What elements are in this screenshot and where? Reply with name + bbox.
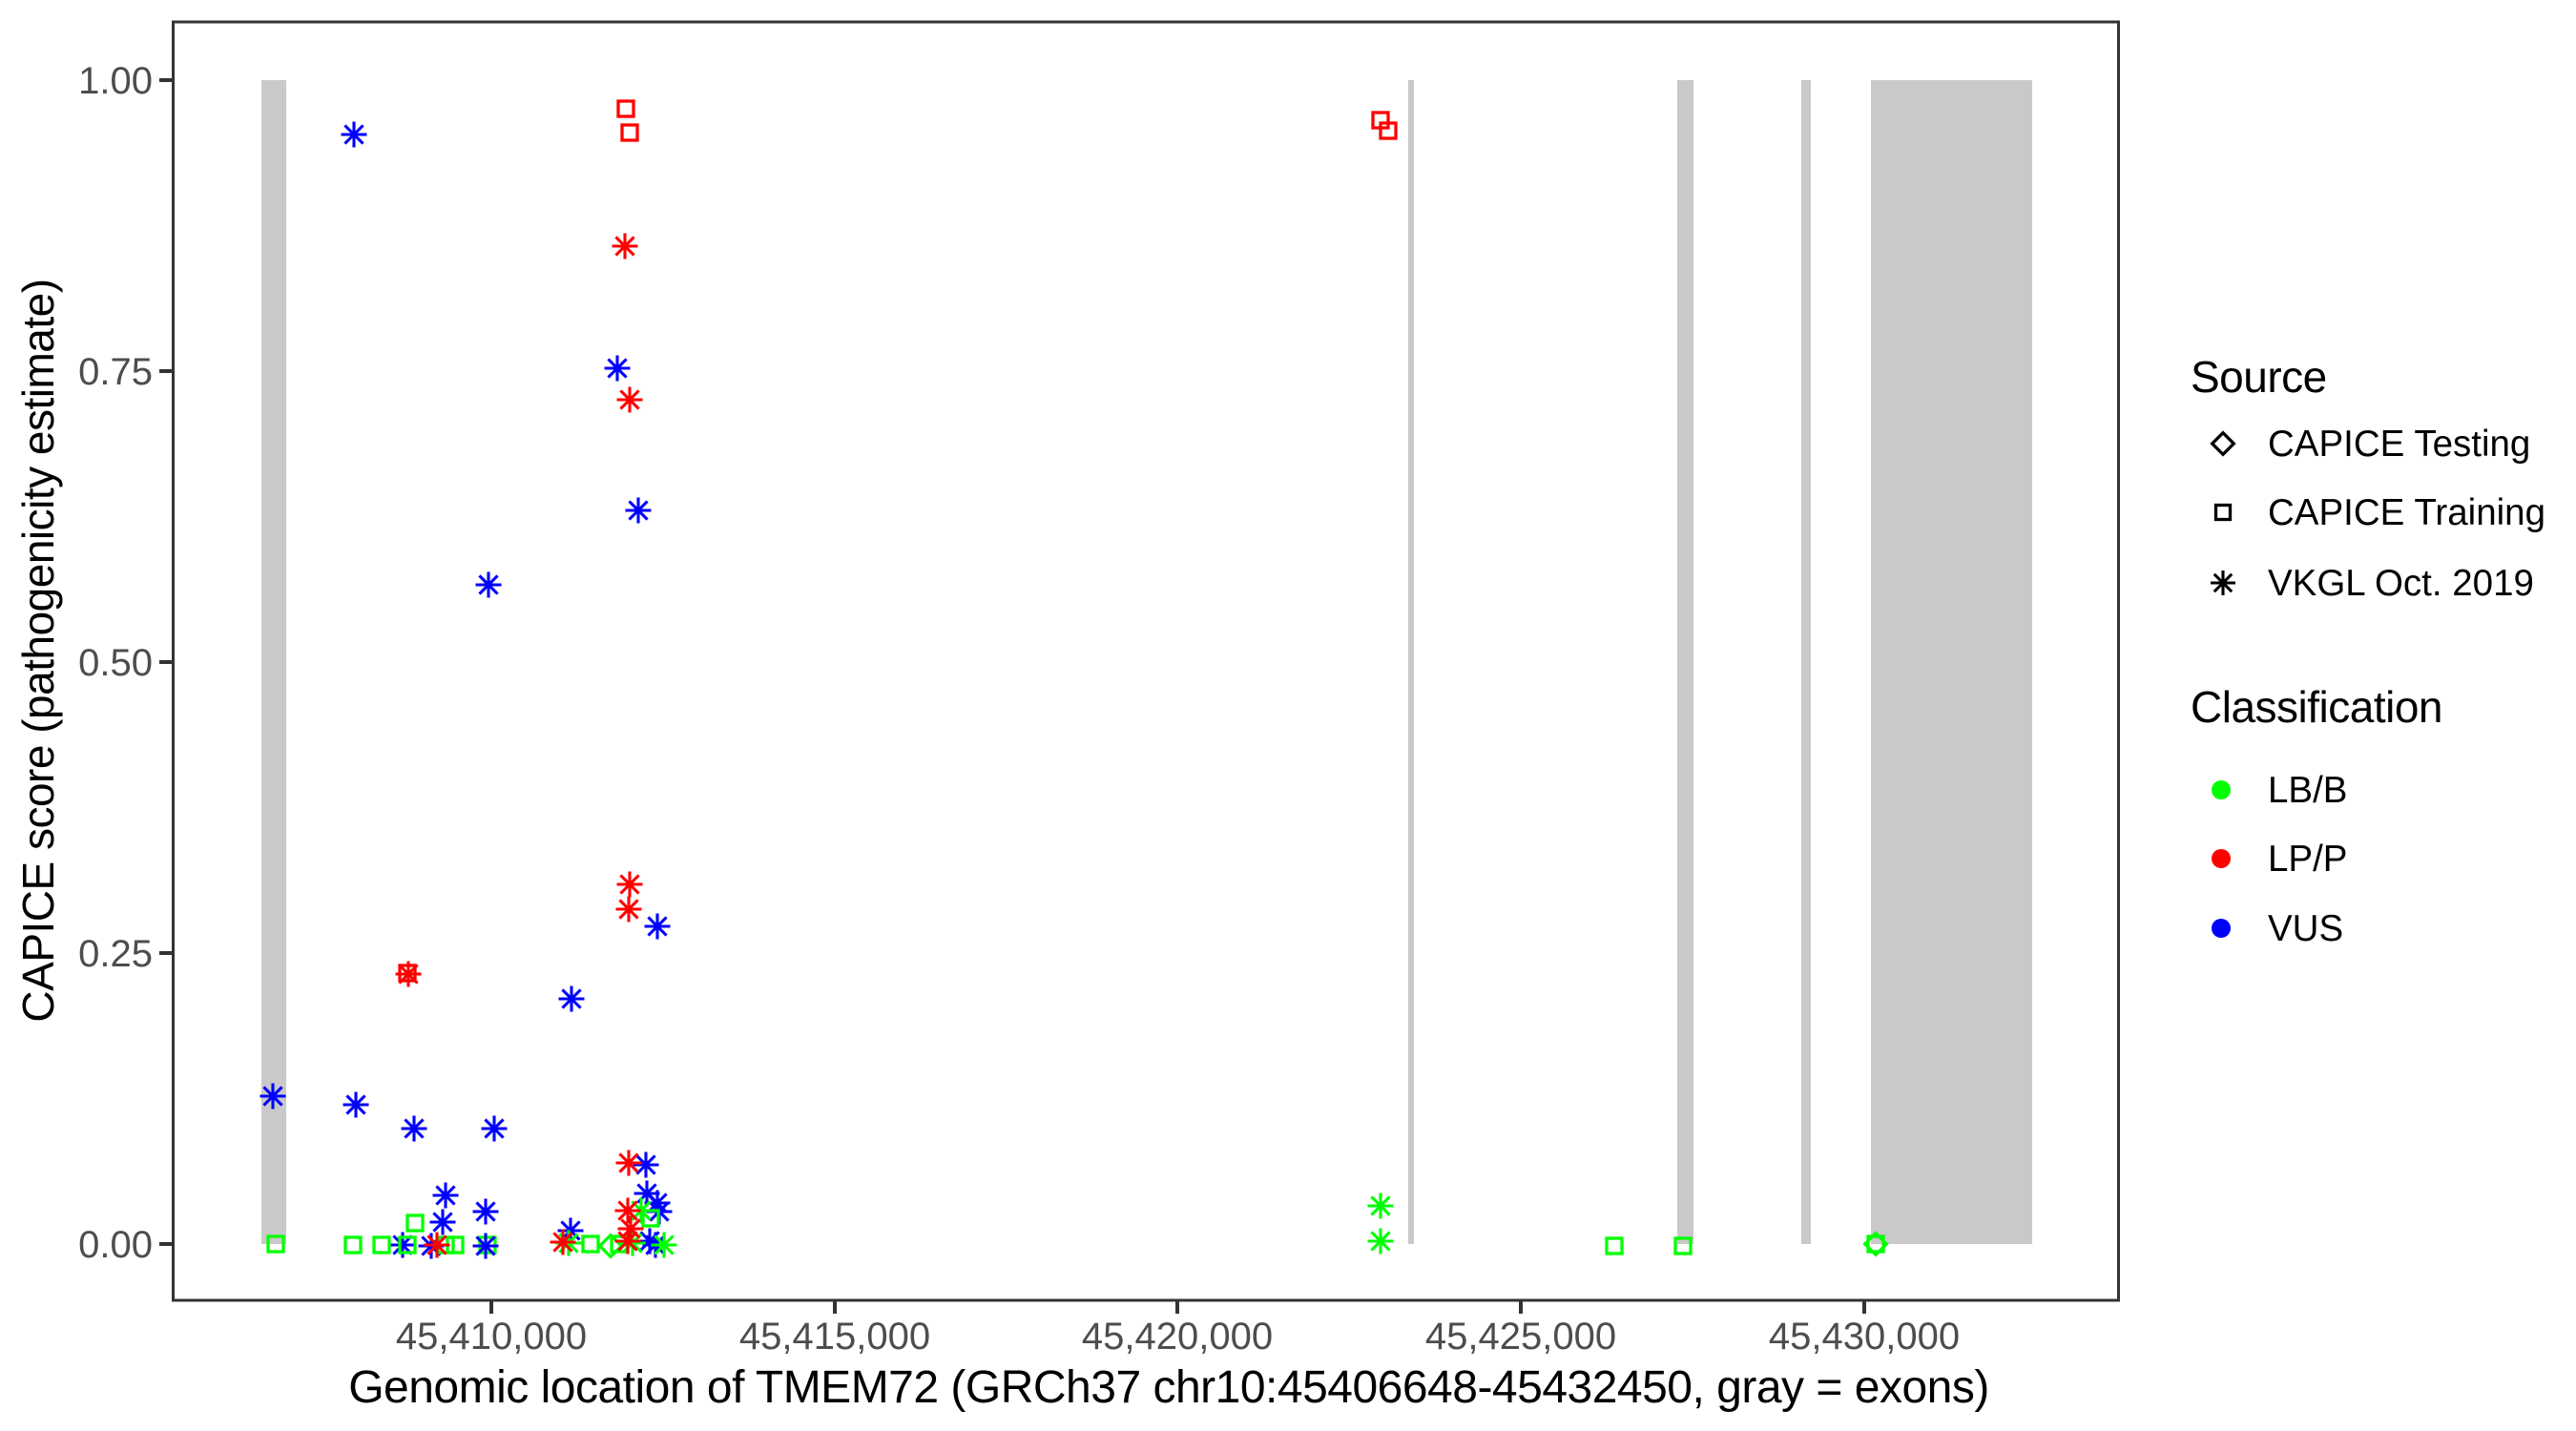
svg-text:VKGL Oct. 2019: VKGL Oct. 2019 — [2268, 563, 2534, 604]
svg-text:1.00: 1.00 — [78, 60, 153, 102]
svg-text:Source: Source — [2191, 352, 2327, 402]
svg-text:45,425,000: 45,425,000 — [1425, 1316, 1616, 1358]
svg-text:45,420,000: 45,420,000 — [1082, 1316, 1273, 1358]
svg-text:0.50: 0.50 — [78, 642, 153, 684]
svg-text:LP/P: LP/P — [2268, 839, 2347, 880]
svg-text:0.00: 0.00 — [78, 1224, 153, 1266]
svg-text:Classification: Classification — [2191, 682, 2442, 732]
svg-text:0.75: 0.75 — [78, 351, 153, 393]
svg-text:LB/B: LB/B — [2268, 770, 2347, 811]
svg-text:0.25: 0.25 — [78, 933, 153, 975]
svg-text:CAPICE score (pathogenicity es: CAPICE score (pathogenicity estimate) — [13, 279, 63, 1022]
svg-text:VUS: VUS — [2268, 908, 2343, 949]
svg-text:45,410,000: 45,410,000 — [396, 1316, 587, 1358]
svg-text:Genomic location of TMEM72 (GR: Genomic location of TMEM72 (GRCh37 chr10… — [348, 1362, 1989, 1413]
svg-text:45,415,000: 45,415,000 — [739, 1316, 930, 1358]
svg-text:45,430,000: 45,430,000 — [1769, 1316, 1960, 1358]
svg-text:CAPICE Training: CAPICE Training — [2268, 492, 2545, 533]
svg-text:CAPICE Testing: CAPICE Testing — [2268, 424, 2530, 465]
